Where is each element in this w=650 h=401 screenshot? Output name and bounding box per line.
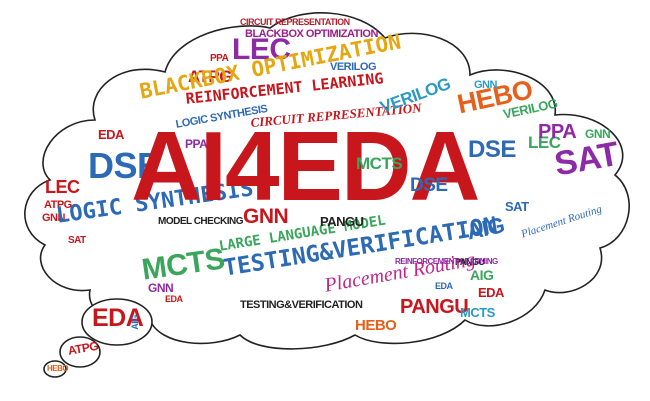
word-dse-left: DSE bbox=[88, 145, 161, 186]
word-aig-right-bottom: AIG bbox=[470, 267, 494, 283]
word-sat-mid: SAT bbox=[505, 199, 529, 214]
word-gnn-left: GNN bbox=[42, 212, 65, 224]
word-pangu-mid: PANGU bbox=[320, 214, 364, 229]
word-gnn-mid: GNN bbox=[243, 205, 289, 228]
word-ppa-left: PPA bbox=[185, 137, 208, 151]
word-model-checking: MODEL CHECKING bbox=[158, 216, 244, 227]
word-aig-bubble: AIG bbox=[129, 315, 140, 330]
thought-bubble-small bbox=[43, 360, 67, 378]
word-lec-top: LEC bbox=[232, 33, 291, 66]
word-mcts-mid: MCTS bbox=[356, 154, 403, 173]
word-testing-verification-small: TESTING&VERIFICATION bbox=[240, 299, 363, 311]
word-atpg-top: ATPG bbox=[188, 67, 232, 86]
word-dse-mid: DSE bbox=[410, 175, 448, 196]
word-pangu-bottom: PANGU bbox=[400, 296, 469, 318]
word-dse-right: DSE bbox=[468, 136, 516, 163]
word-hebo-bottom: HEBO bbox=[355, 317, 397, 334]
word-eda-bottom: EDA bbox=[478, 285, 504, 300]
word-lec-left: LEC bbox=[45, 177, 80, 197]
word-hebo-bubble: HEBO bbox=[47, 364, 69, 373]
word-ppa-top: PPA bbox=[210, 53, 229, 64]
word-gnn-far-right: GNN bbox=[585, 127, 611, 141]
word-mcts-bottom: MCTS bbox=[460, 305, 495, 320]
word-eda-right: EDA bbox=[435, 281, 453, 291]
word-gnn-small: GNN bbox=[148, 281, 174, 295]
word-reinforcement-learning-small: REINFORCEMENT LEARNING bbox=[395, 257, 498, 266]
word-atpg-left: ATPG bbox=[44, 199, 72, 211]
word-pangu-small: PANGU bbox=[455, 257, 485, 267]
word-gnn-right: GNN bbox=[474, 79, 497, 91]
word-ai4eda: AI4EDA bbox=[131, 111, 480, 221]
thought-bubble-medium bbox=[59, 336, 101, 368]
word-ppa-right: PPA bbox=[538, 121, 577, 143]
word-eda-small: EDA bbox=[165, 294, 183, 304]
word-eda-left: EDA bbox=[98, 127, 124, 142]
word-verilog-top: VERILOG bbox=[330, 61, 377, 73]
word-lec-right: LEC bbox=[528, 133, 561, 152]
thought-bubble-large bbox=[81, 298, 153, 346]
word-sat-left: SAT bbox=[68, 235, 86, 246]
word-eda-bubble: EDA bbox=[92, 304, 144, 332]
cloud-body bbox=[24, 12, 630, 350]
word-blackbox-optimization-top: BLACKBOX OPTIMIZATION bbox=[245, 28, 378, 40]
word-circuit-representation-top: CIRCUIT REPRESENTATION bbox=[240, 17, 350, 27]
